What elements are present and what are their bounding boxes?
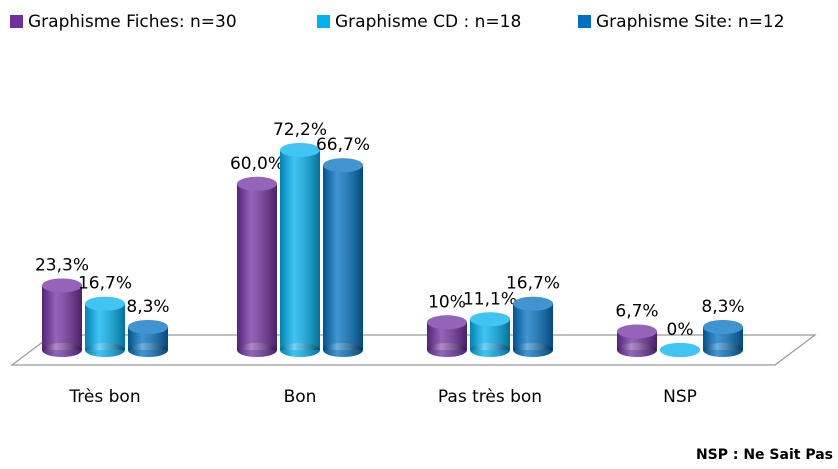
footnote: NSP : Ne Sait Pas [696, 447, 833, 463]
data-label: 11,1% [463, 289, 517, 309]
bar-top [280, 143, 320, 158]
bar [85, 296, 125, 357]
data-label: 0% [667, 320, 694, 340]
data-label: 16,7% [506, 274, 560, 294]
data-label: 10% [428, 292, 466, 312]
bar-bottom-shade [513, 343, 553, 357]
bar [323, 158, 363, 357]
bar [128, 320, 168, 357]
legend-swatch [317, 15, 330, 28]
bar-top [703, 320, 743, 335]
bar-top-light [660, 343, 700, 357]
bar-top [470, 312, 510, 327]
bar-bottom-shade [128, 343, 168, 357]
bar-bottom-shade [85, 343, 125, 357]
legend-label: Graphisme Fiches: n=30 [28, 12, 237, 32]
bar-bottom-shade [42, 343, 82, 357]
bar [237, 176, 277, 357]
bar-top [427, 315, 467, 330]
legend-swatch [10, 15, 23, 28]
bar-shade [237, 183, 277, 350]
bar-top [323, 158, 363, 173]
bar [660, 343, 700, 357]
bar-top-light [237, 176, 277, 191]
x-tick-label: Bon [284, 387, 317, 407]
bar [703, 320, 743, 357]
data-label: 16,7% [78, 274, 132, 294]
bar-top-light [617, 324, 657, 339]
bar-bottom-shade [470, 343, 510, 357]
data-label: 72,2% [273, 120, 327, 140]
bar [42, 278, 82, 357]
bar-top-light [280, 143, 320, 158]
legend-label: Graphisme Site: n=12 [596, 12, 785, 32]
floor [10, 334, 817, 366]
bar-top-light [128, 320, 168, 335]
data-label: 60,0% [230, 154, 284, 174]
bar-top-light [427, 315, 467, 330]
bar-top-light [323, 158, 363, 173]
bar-shade [42, 285, 82, 350]
bar [427, 315, 467, 357]
bar-top-light [42, 278, 82, 293]
bar-shade [85, 303, 125, 350]
bar-top [237, 176, 277, 191]
bar-shade [323, 165, 363, 350]
bar-top [85, 296, 125, 311]
bar-shade [280, 150, 320, 350]
bar-top [128, 320, 168, 335]
data-label: 6,7% [615, 301, 658, 321]
bar-bottom-shade [237, 343, 277, 357]
x-tick-label: Pas très bon [438, 387, 542, 407]
bar-top-light [703, 320, 743, 335]
bar-bottom-shade [323, 343, 363, 357]
data-label: 8,3% [126, 297, 169, 317]
bar-bottom-shade [703, 343, 743, 357]
bar-top [513, 296, 553, 311]
bar [513, 296, 553, 357]
bar [617, 324, 657, 357]
bar [470, 312, 510, 357]
x-tick-label: Très bon [68, 387, 140, 407]
bar-shade [513, 303, 553, 350]
data-label: 23,3% [35, 255, 89, 275]
bar-bottom-shade [617, 343, 657, 357]
legend-label: Graphisme CD : n=18 [335, 12, 521, 32]
legend-swatch [578, 15, 591, 28]
bar-bottom-shade [427, 343, 467, 357]
bar-top-light [85, 296, 125, 311]
bar [280, 143, 320, 357]
x-tick-label: NSP [663, 387, 697, 407]
data-label: 8,3% [701, 297, 744, 317]
bar-top [660, 343, 700, 357]
bar-bottom-shade [280, 343, 320, 357]
bar-top-light [470, 312, 510, 327]
bar-top [617, 324, 657, 339]
bar-top-light [513, 296, 553, 311]
data-label: 66,7% [316, 135, 370, 155]
bar-top [42, 278, 82, 293]
